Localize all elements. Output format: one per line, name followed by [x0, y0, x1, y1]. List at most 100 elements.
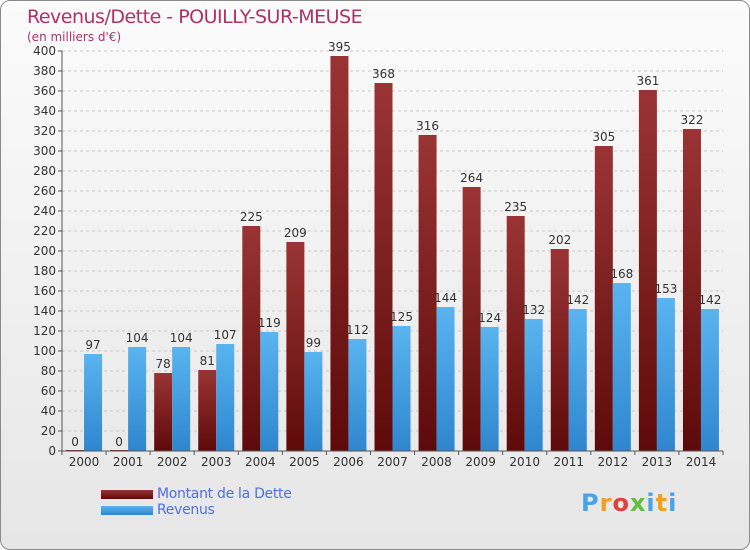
bar-revenus — [656, 298, 675, 451]
y-tick-label: 100 — [33, 344, 56, 358]
y-tick-label: 20 — [41, 424, 56, 438]
legend-swatch-revenus — [101, 506, 153, 515]
bar-revenus — [216, 344, 235, 451]
x-tick-label: 2007 — [377, 455, 408, 469]
bar-revenus — [128, 347, 147, 451]
bar-revenus — [304, 352, 323, 451]
bar-debt — [506, 216, 525, 451]
data-label-debt: 0 — [115, 435, 123, 449]
bar-debt — [550, 249, 569, 451]
bar-debt — [198, 370, 217, 451]
y-tick-label: 340 — [33, 104, 56, 118]
y-tick-label: 180 — [33, 264, 56, 278]
y-tick-label: 400 — [33, 44, 56, 58]
y-tick-label: 60 — [41, 384, 56, 398]
bar-debt — [682, 129, 701, 451]
chart-subtitle: (en milliers d'€) — [27, 30, 122, 44]
bar-debt — [374, 83, 393, 451]
proxiti-logo: Proxiti — [581, 489, 677, 517]
data-label-revenus: 142 — [699, 293, 722, 307]
data-label-debt: 368 — [372, 67, 395, 81]
y-tick-label: 120 — [33, 324, 56, 338]
bar-debt — [594, 146, 613, 451]
x-tick-label: 2010 — [509, 455, 540, 469]
y-tick-label: 200 — [33, 244, 56, 258]
data-label-debt: 78 — [156, 357, 171, 371]
bar-revenus — [392, 326, 411, 451]
bar-debt — [418, 135, 437, 451]
bar-revenus — [348, 339, 367, 451]
bar-revenus — [260, 332, 279, 451]
y-tick-label: 300 — [33, 144, 56, 158]
logo-letter: o — [612, 489, 630, 517]
y-tick-label: 260 — [33, 184, 56, 198]
data-label-revenus: 125 — [390, 310, 413, 324]
bar-revenus — [436, 307, 455, 451]
logo-letter: x — [629, 489, 647, 517]
data-label-revenus: 119 — [258, 316, 281, 330]
y-tick-label: 40 — [41, 404, 56, 418]
data-label-revenus: 153 — [654, 282, 677, 296]
bar-revenus — [172, 347, 191, 451]
y-tick-label: 80 — [41, 364, 56, 378]
data-label-debt: 0 — [71, 435, 79, 449]
bars — [66, 56, 719, 451]
x-tick-label: 2003 — [201, 455, 232, 469]
legend-label-revenus: Revenus — [157, 502, 215, 518]
x-tick-label: 2012 — [598, 455, 629, 469]
data-label-debt: 395 — [328, 40, 351, 54]
x-tick-label: 2006 — [333, 455, 364, 469]
bar-debt — [462, 187, 481, 451]
bar-revenus — [612, 283, 631, 451]
data-label-debt: 316 — [416, 119, 439, 133]
data-label-debt: 264 — [460, 171, 483, 185]
bar-debt — [286, 242, 305, 451]
legend-label-debt: Montant de la Dette — [157, 486, 292, 502]
x-tick-label: 2013 — [642, 455, 673, 469]
logo-letter: P — [581, 489, 600, 517]
data-label-debt: 225 — [240, 210, 263, 224]
bar-debt — [154, 373, 173, 451]
bar-revenus — [480, 327, 499, 451]
bar-revenus — [568, 309, 587, 451]
x-tick-label: 2008 — [421, 455, 452, 469]
y-tick-label: 320 — [33, 124, 56, 138]
y-tick-label: 160 — [33, 284, 56, 298]
data-label-debt: 202 — [548, 233, 571, 247]
y-tick-label: 240 — [33, 204, 56, 218]
data-labels: 0 97 0 104 78 104 81 107 225 119 209 99 395 112 368 125… — [71, 40, 721, 449]
y-tick-label: 360 — [33, 84, 56, 98]
y-tick-label: 220 — [33, 224, 56, 238]
x-tick-label: 2000 — [69, 455, 100, 469]
y-tick-label: 0 — [48, 444, 56, 458]
x-tick-label: 2014 — [686, 455, 717, 469]
y-tick-label: 380 — [33, 64, 56, 78]
bar-revenus — [84, 354, 103, 451]
data-label-revenus: 97 — [85, 338, 100, 352]
data-label-revenus: 144 — [434, 291, 457, 305]
data-label-revenus: 132 — [522, 303, 545, 317]
data-label-debt: 322 — [681, 113, 704, 127]
data-label-revenus: 124 — [478, 311, 501, 325]
y-tick-label: 280 — [33, 164, 56, 178]
legend-swatch-debt — [101, 490, 153, 499]
logo-letter: i — [668, 489, 678, 517]
bar-debt — [638, 90, 657, 451]
x-tick-label: 2001 — [113, 455, 144, 469]
data-label-debt: 81 — [200, 354, 215, 368]
bar-revenus — [700, 309, 719, 451]
data-label-revenus: 168 — [610, 267, 633, 281]
axes: 0 20 40 60 80 100 120 140 160 180 200 220 240 260 280 3… — [33, 44, 724, 469]
data-label-debt: 305 — [592, 130, 615, 144]
data-label-revenus: 142 — [566, 293, 589, 307]
data-label-revenus: 104 — [126, 331, 149, 345]
y-tick-label: 140 — [33, 304, 56, 318]
data-label-revenus: 107 — [214, 328, 237, 342]
x-tick-label: 2004 — [245, 455, 276, 469]
logo-letter: t — [655, 489, 669, 517]
bar-revenus — [524, 319, 543, 451]
chart-title: Revenus/Dette - POUILLY-SUR-MEUSE — [27, 6, 363, 28]
x-tick-label: 2011 — [553, 455, 584, 469]
data-label-revenus: 112 — [346, 323, 369, 337]
